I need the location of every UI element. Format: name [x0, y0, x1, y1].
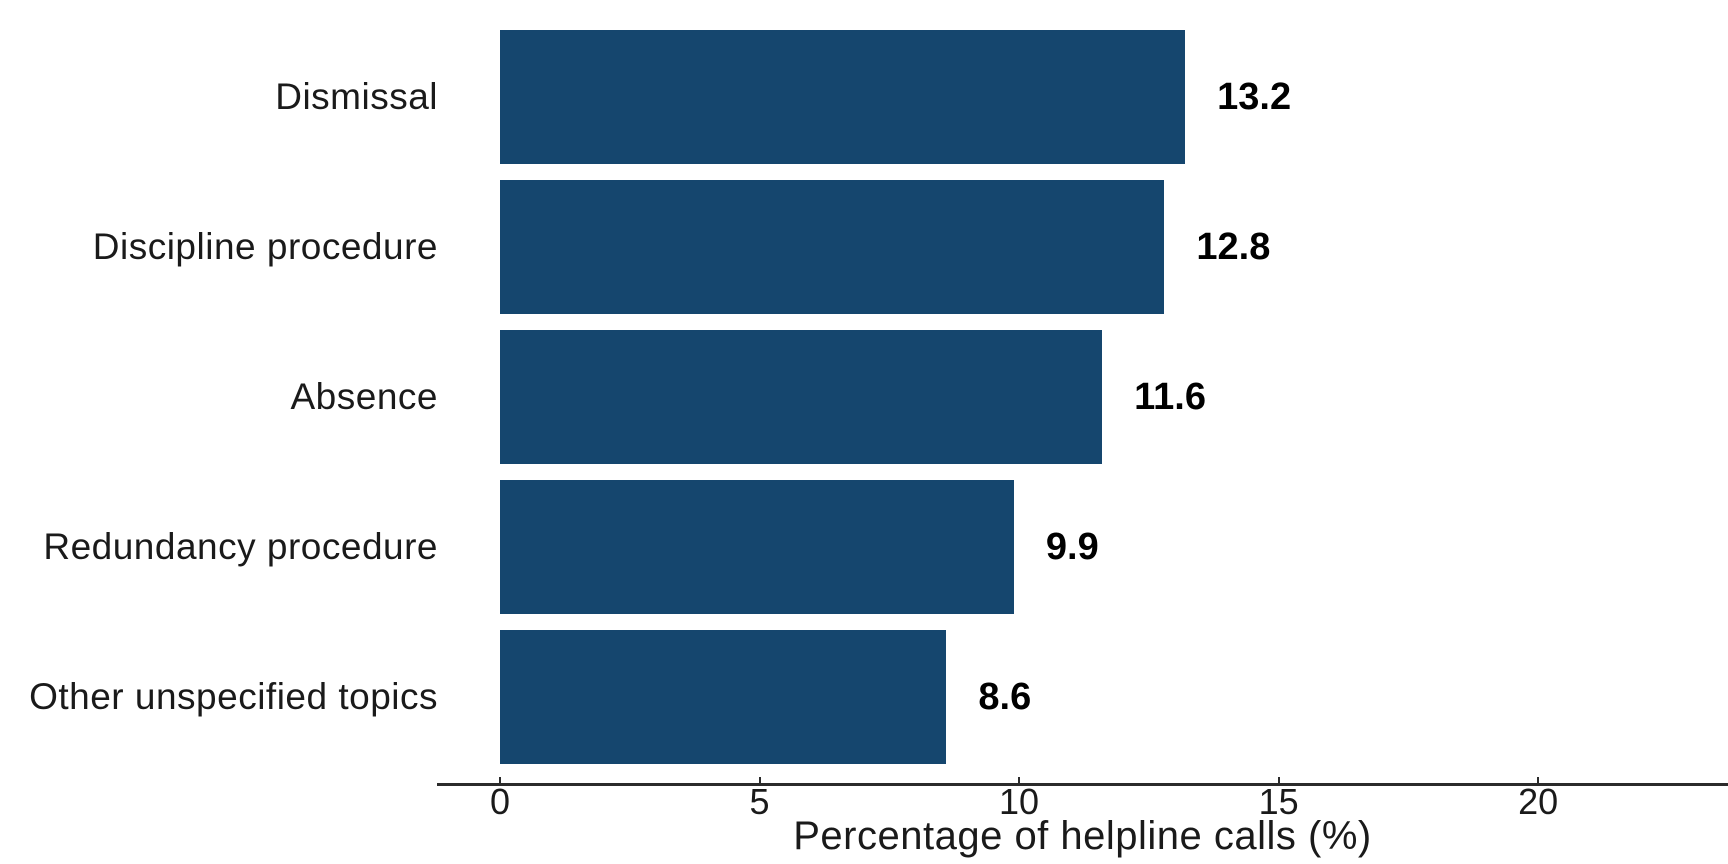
bar	[500, 330, 1103, 464]
category-label: Absence	[290, 376, 438, 417]
bar-track: 12.8	[500, 172, 1725, 322]
category-label: Redundancy procedure	[43, 526, 438, 567]
bar-row: Absence 11.6	[0, 322, 1728, 472]
x-axis-tick-label: 5	[749, 781, 770, 822]
plot-area: Dismissal 13.2 Discipline procedure 12.8…	[0, 22, 1728, 772]
value-label: 12.8	[1196, 225, 1271, 268]
bar-track: 13.2	[500, 22, 1725, 172]
x-axis-tick	[758, 777, 761, 784]
bar	[500, 630, 947, 764]
bar-row: Dismissal 13.2	[0, 22, 1728, 172]
category-label: Discipline procedure	[92, 226, 438, 267]
bar	[500, 30, 1186, 164]
bar-row: Other unspecified topics 8.6	[0, 622, 1728, 772]
bar-track: 9.9	[500, 472, 1725, 622]
value-label: 9.9	[1045, 525, 1099, 568]
x-axis-tick-label: 0	[489, 781, 511, 822]
bar	[500, 480, 1014, 614]
bar-row: Redundancy procedure 9.9	[0, 472, 1728, 622]
x-axis-title: Percentage of helpline calls (%)	[793, 814, 1372, 858]
value-label: 13.2	[1217, 75, 1292, 118]
x-axis-line	[437, 783, 1728, 786]
category-label: Dismissal	[275, 76, 438, 117]
bar-track: 8.6	[500, 622, 1725, 772]
value-label: 11.6	[1134, 375, 1206, 418]
bar-row: Discipline procedure 12.8	[0, 172, 1728, 322]
x-axis-tick-label: 20	[1518, 781, 1559, 822]
bar	[500, 180, 1165, 314]
x-axis-tick-label: 10	[999, 781, 1040, 822]
value-label: 8.6	[978, 675, 1032, 718]
x-axis-tick	[1277, 777, 1280, 784]
x-axis-tick	[1018, 777, 1021, 784]
category-label: Other unspecified topics	[29, 676, 438, 717]
x-axis-tick	[1537, 777, 1540, 784]
bar-track: 11.6	[500, 322, 1725, 472]
x-axis-tick-label: 15	[1258, 781, 1299, 822]
x-axis-tick	[499, 777, 501, 784]
